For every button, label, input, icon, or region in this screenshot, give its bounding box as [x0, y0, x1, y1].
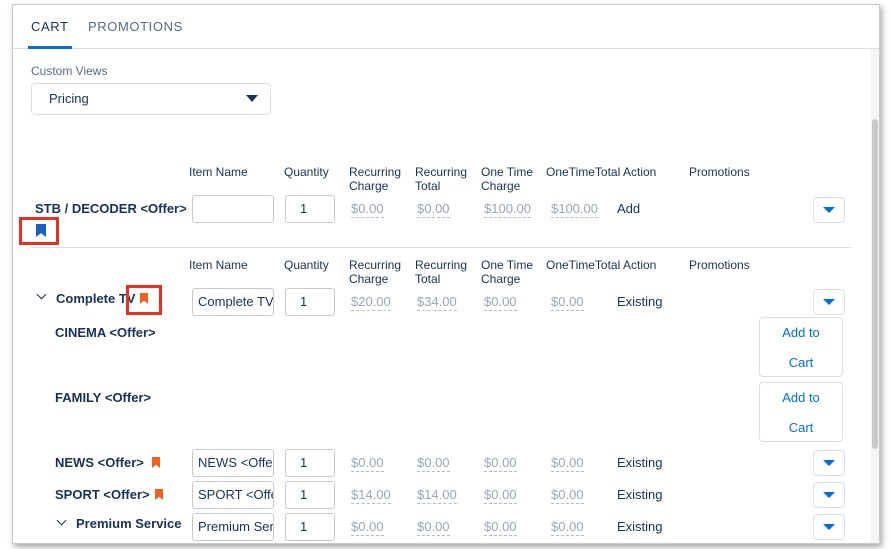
recurring-total-value: $0.00	[417, 455, 450, 472]
chevron-down-icon	[823, 492, 835, 498]
recurring-charge-value[interactable]: $20.00	[351, 294, 391, 311]
recurring-charge-value[interactable]: $14.00	[351, 487, 391, 504]
tab-promotions[interactable]: PROMOTIONS	[88, 19, 183, 34]
col-item-name: Item Name	[189, 258, 248, 272]
col-quantity: Quantity	[284, 165, 329, 179]
quantity-input[interactable]: 1	[285, 195, 335, 223]
bookmark-icon[interactable]	[36, 224, 46, 237]
highlight-box	[19, 217, 59, 245]
col-recurring-charge: Recurring Charge	[349, 258, 402, 286]
tab-bar: CART PROMOTIONS	[13, 5, 879, 49]
row-menu-button[interactable]	[813, 514, 845, 540]
one-time-charge-value[interactable]: $100.00	[484, 201, 531, 218]
item-name-input[interactable]: SPORT <Offer>	[192, 481, 274, 509]
one-time-total-value: $0.00	[551, 519, 584, 536]
quantity-input[interactable]: 1	[285, 513, 335, 541]
recurring-charge-value[interactable]: $0.00	[351, 519, 384, 536]
item-name-input[interactable]: Complete TV	[192, 288, 274, 316]
one-time-charge-value[interactable]: $0.00	[484, 455, 517, 472]
add-to-cart-button[interactable]: Add to Cart	[759, 317, 843, 377]
recurring-charge-value[interactable]: $0.00	[351, 455, 384, 472]
one-time-total-value: $0.00	[551, 294, 584, 311]
tab-cart[interactable]: CART	[28, 19, 72, 49]
row-menu-button[interactable]	[813, 197, 845, 223]
quantity-input[interactable]: 1	[285, 449, 335, 477]
col-one-time-charge: One Time Charge	[481, 258, 534, 286]
recurring-total-value: $14.00	[417, 487, 457, 504]
row-label-sport: SPORT <Offer>	[55, 487, 150, 502]
custom-views-select[interactable]: Pricing	[31, 83, 271, 115]
row-label-cinema: CINEMA <Offer>	[55, 325, 156, 340]
custom-views-value: Pricing	[49, 91, 89, 106]
col-recurring-charge: Recurring Charge	[349, 165, 402, 193]
recurring-charge-value[interactable]: $0.00	[351, 201, 384, 218]
recurring-total-value: $34.00	[417, 294, 457, 311]
col-item-name: Item Name	[189, 165, 248, 179]
custom-views-label: Custom Views	[31, 64, 108, 78]
bookmark-icon[interactable]	[140, 293, 148, 304]
row-label-stb: STB / DECODER <Offer>	[35, 201, 187, 216]
dropdown-caret-icon	[246, 95, 258, 102]
one-time-charge-value[interactable]: $0.00	[484, 294, 517, 311]
row-label-complete-tv: Complete TV	[56, 291, 136, 306]
bookmark-icon[interactable]	[152, 457, 160, 468]
one-time-total-value: $100.00	[551, 201, 598, 218]
one-time-total-value: $0.00	[551, 487, 584, 504]
col-action: Action	[623, 258, 657, 272]
col-recurring-total: Recurring Total	[415, 258, 468, 286]
item-name-input[interactable]: Premium Service	[192, 513, 274, 541]
row-menu-button[interactable]	[813, 482, 845, 508]
chevron-down-icon	[823, 299, 835, 305]
bookmark-icon[interactable]	[155, 489, 163, 500]
col-one-time-total: OneTimeTotal	[546, 258, 621, 272]
scrollbar-thumb[interactable]	[872, 119, 878, 449]
action-value: Add	[617, 201, 641, 216]
chevron-down-icon[interactable]	[56, 515, 67, 526]
chevron-down-icon	[823, 524, 835, 530]
recurring-total-value: $0.00	[417, 201, 450, 218]
col-promotions: Promotions	[689, 258, 750, 272]
row-menu-button[interactable]	[813, 450, 845, 476]
row-label-news: NEWS <Offer>	[55, 455, 144, 470]
row-menu-button[interactable]	[813, 289, 845, 315]
one-time-total-value: $0.00	[551, 455, 584, 472]
one-time-charge-value[interactable]: $0.00	[484, 487, 517, 504]
col-quantity: Quantity	[284, 258, 329, 272]
col-one-time-total: OneTimeTotal	[546, 165, 621, 179]
add-to-cart-button[interactable]: Add to Cart	[759, 382, 843, 442]
item-name-input[interactable]	[192, 195, 274, 223]
col-one-time-charge: One Time Charge	[481, 165, 534, 193]
action-value: Existing	[617, 455, 663, 470]
recurring-total-value: $0.00	[417, 519, 450, 536]
cart-panel: CART PROMOTIONS Custom Views Pricing Ite…	[12, 4, 880, 544]
vertical-scrollbar[interactable]	[871, 49, 879, 543]
col-action: Action	[623, 165, 657, 179]
section-divider	[31, 247, 851, 248]
chevron-down-icon	[823, 460, 835, 466]
row-label-family: FAMILY <Offer>	[55, 390, 152, 405]
quantity-input[interactable]: 1	[285, 481, 335, 509]
chevron-down-icon[interactable]	[36, 289, 47, 300]
row-label-premium-service: Premium Service	[76, 516, 182, 531]
action-value: Existing	[617, 487, 663, 502]
highlight-box	[126, 285, 162, 315]
item-name-input[interactable]: NEWS <Offer>	[192, 449, 274, 477]
col-promotions: Promotions	[689, 165, 750, 179]
one-time-charge-value[interactable]: $0.00	[484, 519, 517, 536]
quantity-input[interactable]: 1	[285, 288, 335, 316]
action-value: Existing	[617, 294, 663, 309]
chevron-down-icon	[823, 207, 835, 213]
action-value: Existing	[617, 519, 663, 534]
col-recurring-total: Recurring Total	[415, 165, 468, 193]
